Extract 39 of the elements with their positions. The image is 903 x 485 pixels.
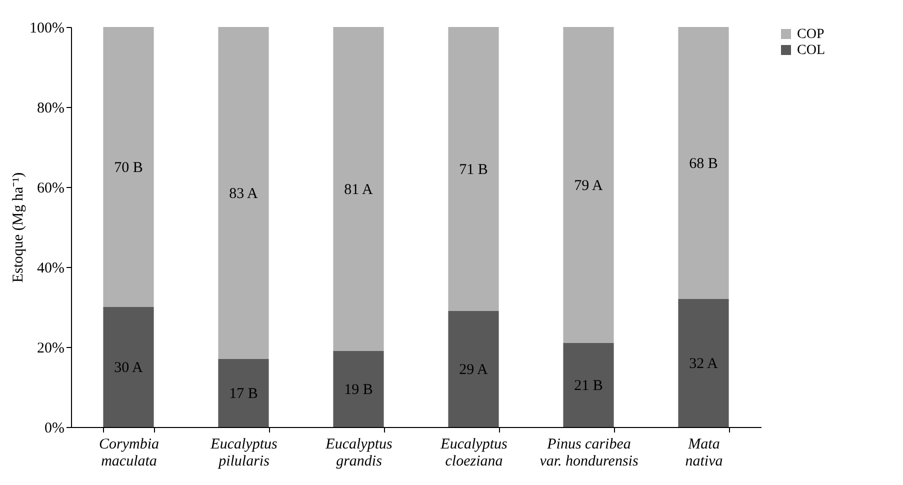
data-label: 17 B	[229, 386, 258, 402]
x-tick-label: Pinus caribea var. hondurensis	[540, 436, 638, 470]
x-tick-label: Eucalyptus cloeziana	[440, 436, 508, 470]
data-label: 83 A	[229, 186, 258, 202]
x-tick-label: Eucalyptus pilularis	[210, 436, 278, 470]
data-label: 70 B	[114, 160, 143, 176]
bar	[678, 27, 729, 299]
bar	[448, 27, 499, 311]
bar	[103, 27, 154, 307]
bar	[563, 343, 614, 427]
y-tick-label: 20%	[37, 340, 64, 356]
bar	[563, 27, 614, 343]
data-label: 19 B	[344, 382, 373, 398]
x-tick-label: Mata nativa	[685, 436, 723, 470]
y-tick-label: 100%	[30, 20, 64, 36]
data-label: 32 A	[689, 356, 718, 372]
bar	[103, 307, 154, 427]
y-tick-label: 60%	[37, 180, 64, 196]
bar	[333, 27, 384, 351]
bar	[218, 27, 269, 359]
y-tick-label: 80%	[37, 100, 64, 116]
y-tick-label: 0%	[44, 420, 64, 436]
y-axis-title: Estoque (Mg ha⁻¹)	[10, 172, 27, 283]
data-label: 68 B	[689, 156, 718, 172]
data-label: 81 A	[344, 182, 374, 198]
bar	[448, 311, 499, 427]
x-tick-label: Eucalyptus grandis	[324, 436, 392, 470]
legend-label: COL	[797, 43, 825, 58]
legend-label: COP	[797, 27, 824, 42]
data-label: 71 B	[459, 162, 488, 178]
x-tick-label: Corymbia maculata	[99, 436, 159, 470]
bar	[218, 359, 269, 427]
data-label: 79 A	[574, 178, 604, 194]
data-label: 29 A	[459, 362, 488, 378]
bar	[333, 351, 384, 427]
data-label: 30 A	[114, 360, 144, 376]
data-label: 21 B	[574, 378, 603, 394]
y-tick-label: 40%	[37, 260, 64, 276]
bar	[678, 299, 729, 427]
